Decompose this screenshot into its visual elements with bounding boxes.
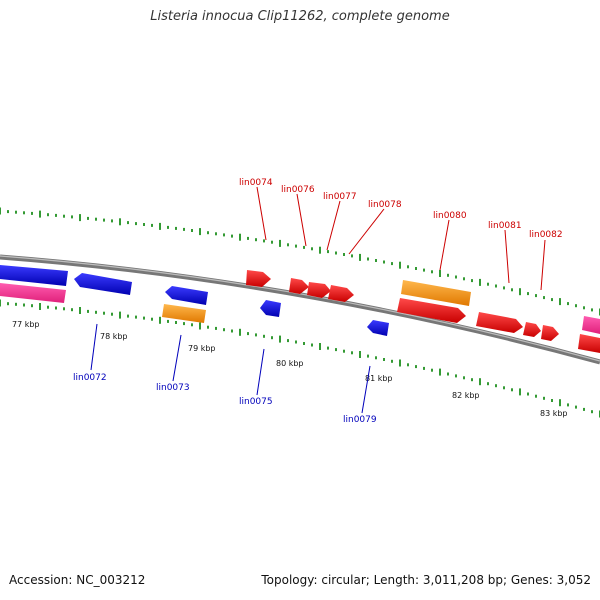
leader-lines [90, 186, 546, 414]
gene-arrow-lin0079[interactable] [367, 320, 389, 336]
gene-label-lin0073[interactable]: lin0073 [156, 383, 190, 393]
gene-arrow-lin0077[interactable] [307, 282, 331, 298]
gene-label-lin0082[interactable]: lin0082 [529, 230, 563, 240]
map-title: Listeria innocua Clip11262, complete gen… [150, 9, 450, 24]
gene-arrow-lin0082a[interactable] [523, 322, 541, 337]
scale-label-79: 79 kbp [188, 344, 216, 353]
outer-tick-ring [0, 207, 600, 316]
scale-label-78: 78 kbp [100, 332, 128, 341]
gene-label-lin0072[interactable]: lin0072 [73, 373, 107, 383]
scale-label-83: 83 kbp [540, 409, 568, 418]
gene-arrow-pink[interactable] [0, 283, 66, 303]
scale-labels: 77 kbp 78 kbp 79 kbp 80 kbp 81 kbp 82 kb… [12, 320, 568, 418]
scale-label-82: 82 kbp [452, 391, 480, 400]
gene-label-lin0080[interactable]: lin0080 [433, 211, 467, 221]
gene-label-lin0079[interactable]: lin0079 [343, 415, 377, 425]
gene-arrow-blue-mid[interactable] [165, 286, 208, 305]
gene-labels-reverse: lin0072 lin0073 lin0075 lin0079 [73, 373, 377, 425]
gene-arrow-lin0076[interactable] [289, 278, 309, 294]
gene-arrow-lin0078[interactable] [328, 285, 354, 302]
scale-label-80: 80 kbp [276, 359, 304, 368]
gene-label-lin0081[interactable]: lin0081 [488, 221, 522, 231]
gene-arrow-lin0080-orange[interactable] [401, 280, 471, 306]
gene-label-lin0078[interactable]: lin0078 [368, 200, 402, 210]
accession-text: Accession: NC_003212 [9, 573, 146, 587]
gene-label-lin0076[interactable]: lin0076 [281, 185, 315, 195]
gene-arrow-red-right[interactable] [578, 334, 600, 353]
gene-arrow-blue-left[interactable] [0, 265, 68, 286]
topology-text: Topology: circular; Length: 3,011,208 bp… [261, 573, 591, 587]
inner-tick-ring [0, 299, 600, 418]
gene-arrow-lin0075[interactable] [260, 300, 281, 317]
gene-label-lin0075[interactable]: lin0075 [239, 397, 273, 407]
scale-label-77: 77 kbp [12, 320, 40, 329]
gene-labels-forward: lin0074 lin0076 lin0077 lin0078 lin0080 … [239, 178, 563, 240]
scale-label-81: 81 kbp [365, 374, 393, 383]
gene-label-lin0074[interactable]: lin0074 [239, 178, 273, 188]
gene-arrow-lin0074[interactable] [246, 270, 271, 287]
gene-label-lin0077[interactable]: lin0077 [323, 192, 357, 202]
gene-arrow-lin0080[interactable] [397, 298, 466, 323]
gene-arrow-lin0072[interactable] [74, 273, 132, 295]
gene-arrow-pink-right[interactable] [582, 316, 600, 334]
gene-arrow-lin0073[interactable] [162, 304, 206, 323]
gene-arrow-lin0081[interactable] [476, 312, 523, 333]
gene-arrow-lin0082[interactable] [541, 325, 559, 341]
genome-backbone [0, 254, 600, 365]
